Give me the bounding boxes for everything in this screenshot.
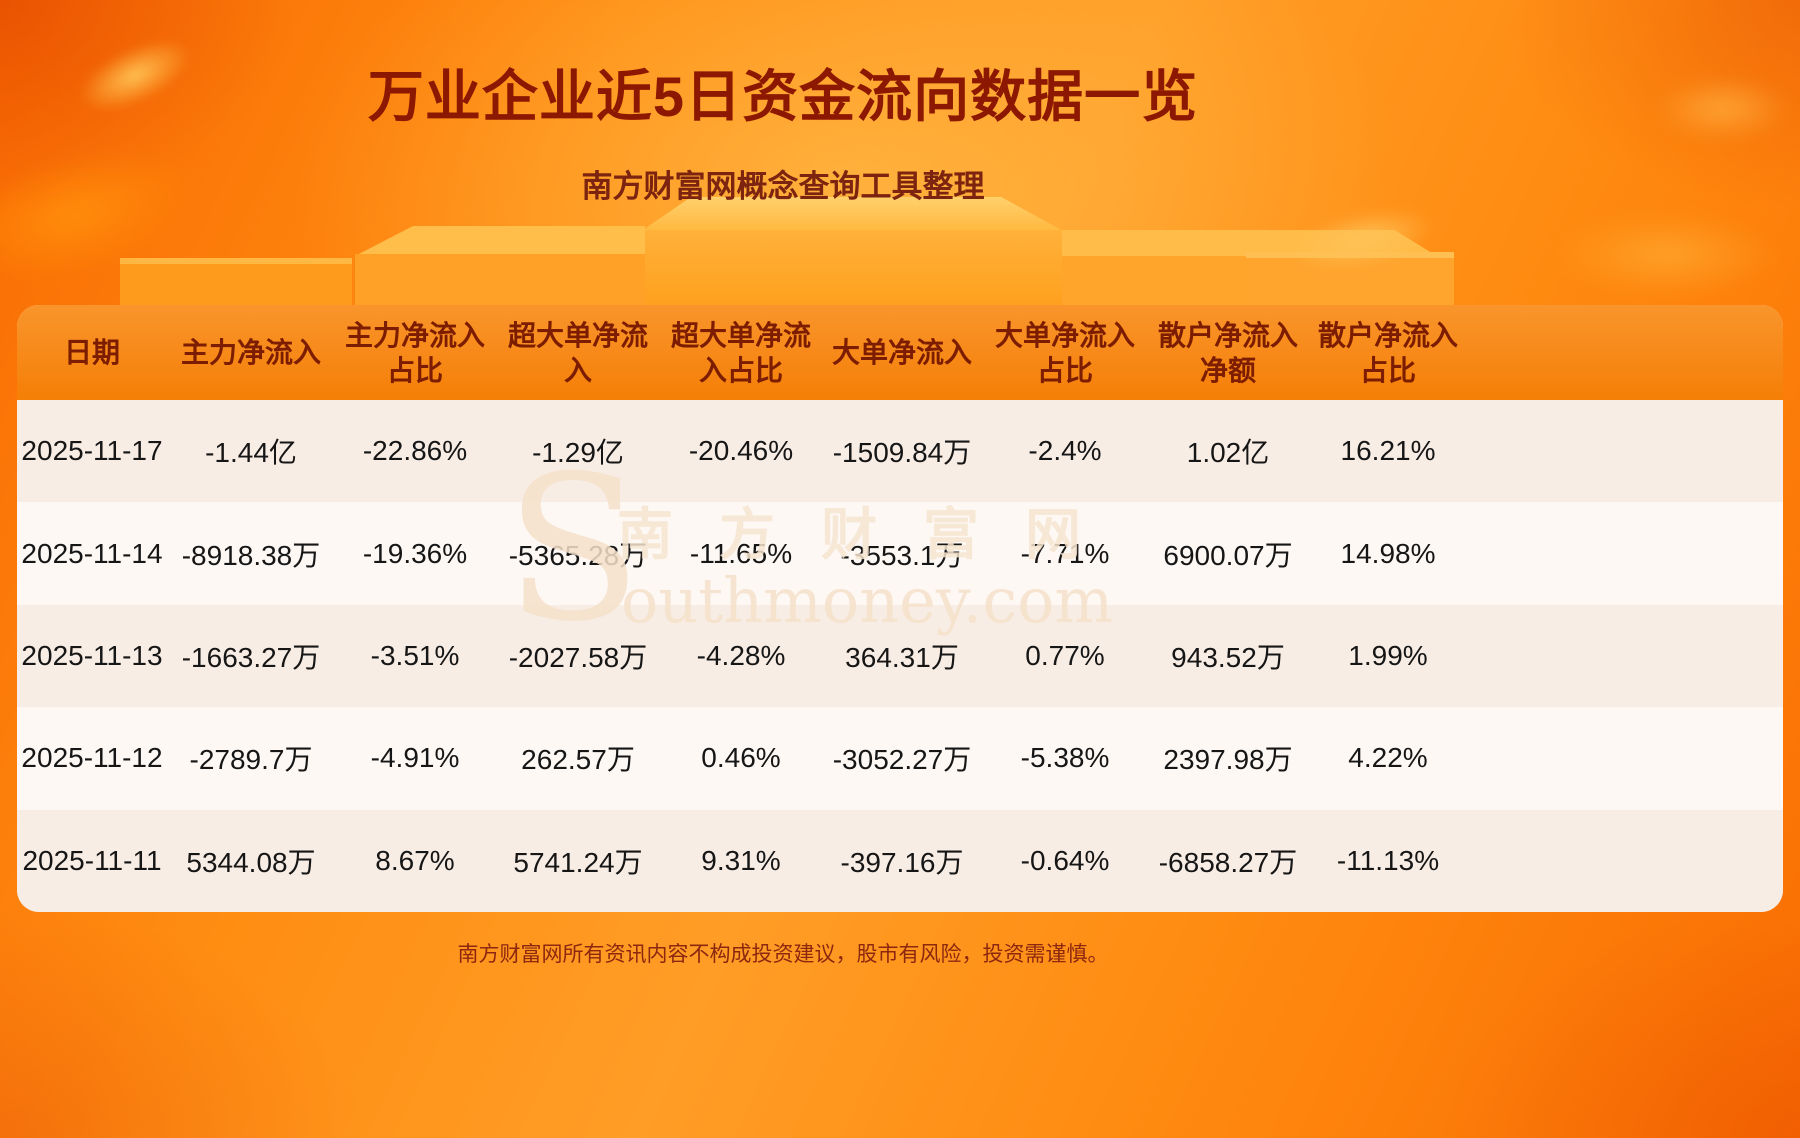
page-title: 万业企业近5日资金流向数据一览: [367, 65, 1199, 128]
column-header: 大单净流入 占比: [994, 319, 1135, 386]
table-row: 2025-11-11 5344.08万 8.67% 5741.24万 9.31% -397…: [17, 809, 1783, 912]
value-cell: -11.13%: [1336, 844, 1440, 876]
value-cell: 5741.24万: [513, 846, 643, 878]
value-cell: 0.46%: [701, 742, 781, 774]
date-cell: 2025-11-13: [21, 639, 163, 671]
value-cell: -3052.27万: [832, 744, 972, 776]
table-row: 2025-11-17 -1.44亿 -22.86% -1.29亿 -20.46% -150…: [17, 400, 1783, 503]
value-cell: -2027.58万: [508, 641, 648, 673]
column-header: 散户净流入 占比: [1317, 319, 1458, 386]
value-cell: -1509.84万: [832, 437, 972, 469]
table-row: 2025-11-12 -2789.7万 -4.91% 262.57万 0.46% -305…: [17, 707, 1783, 810]
podium-left-top-face: [355, 226, 645, 256]
value-cell: -3553.1万: [840, 539, 964, 571]
date-cell: 2025-11-12: [21, 742, 163, 774]
table-spacer: [1467, 605, 1783, 707]
value-cell: -4.91%: [370, 742, 460, 774]
value-cell: -5365.28万: [508, 539, 648, 571]
table-spacer: [1467, 400, 1783, 502]
hero: 万业企业近5日资金流向数据一览 南方财富网概念查询工具整理: [0, 0, 1566, 206]
value-cell: -11.65%: [689, 537, 793, 569]
table-spacer: [1467, 707, 1783, 809]
value-cell: 1.02亿: [1186, 437, 1270, 469]
value-cell: 262.57万: [521, 744, 635, 776]
value-cell: -5.38%: [1020, 742, 1110, 774]
value-cell: -22.86%: [362, 435, 468, 467]
table-spacer: [1467, 502, 1783, 604]
column-header: 主力净流入: [180, 337, 321, 368]
value-cell: -0.64%: [1020, 844, 1110, 876]
value-cell: -2.4%: [1028, 435, 1102, 467]
value-cell: -397.16万: [840, 846, 964, 878]
value-cell: -1663.27万: [181, 641, 321, 673]
date-cell: 2025-11-11: [22, 844, 162, 876]
decor-blob: [1655, 78, 1790, 140]
value-cell: -1.29亿: [532, 437, 624, 469]
column-header: 超大单净流 入占比: [670, 319, 811, 386]
value-cell: -3.51%: [370, 639, 460, 671]
value-cell: 9.31%: [701, 844, 781, 876]
disclaimer: 南方财富网所有资讯内容不构成投资建议，股市有风险，投资需谨慎。: [457, 943, 1109, 966]
value-cell: 5344.08万: [186, 846, 316, 878]
fund-flow-table: 日期 主力净流入 主力净流入 占比 超大单净流 入超大单净流 入占比 大单净流入 大单净流…: [17, 305, 1783, 912]
value-cell: 1.99%: [1348, 639, 1428, 671]
value-cell: 14.98%: [1340, 537, 1436, 569]
value-cell: 8.67%: [375, 844, 455, 876]
value-cell: -8918.38万: [181, 539, 321, 571]
table-row: 2025-11-13 -1663.27万 -3.51% -2027.58万 -4.28%…: [17, 604, 1783, 708]
table-spacer: [1467, 810, 1783, 912]
value-cell: 0.77%: [1025, 639, 1105, 671]
value-cell: -7.71%: [1020, 537, 1110, 569]
value-cell: -20.46%: [688, 435, 794, 467]
decor-blob: [1285, 197, 1440, 282]
table-row: 2025-11-14 -8918.38万 -19.36% -5365.28万 -11.6…: [17, 502, 1783, 605]
table-spacer: [1467, 305, 1783, 400]
value-cell: -6858.27万: [1158, 846, 1298, 878]
value-cell: -1.44亿: [205, 437, 297, 469]
decor-blob: [1555, 212, 1780, 297]
column-header: 日期: [63, 337, 120, 368]
column-header: 主力净流入 占比: [344, 319, 485, 386]
value-cell: 364.31万: [845, 641, 959, 673]
date-cell: 2025-11-14: [21, 537, 163, 569]
podium-right-top-face: [1062, 230, 1440, 258]
podium-left-front-face: [355, 254, 645, 310]
podium-center-front-face: [640, 230, 1065, 310]
table-body: 2025-11-17 -1.44亿 -22.86% -1.29亿 -20.46% -150…: [17, 400, 1783, 912]
value-cell: -4.28%: [696, 639, 786, 671]
value-cell: 2397.98万: [1163, 744, 1293, 776]
table-header-row: 日期 主力净流入 主力净流入 占比 超大单净流 入超大单净流 入占比 大单净流入 大单净流…: [17, 305, 1783, 400]
column-header: 大单净流入: [831, 337, 972, 368]
value-cell: 4.22%: [1348, 742, 1428, 774]
value-cell: -2789.7万: [189, 744, 313, 776]
date-cell: 2025-11-17: [21, 435, 163, 467]
page-subtitle: 南方财富网概念查询工具整理: [581, 169, 985, 204]
value-cell: -19.36%: [362, 537, 468, 569]
podium-right-front-face: [1062, 256, 1440, 310]
value-cell: 6900.07万: [1163, 539, 1293, 571]
value-cell: 16.21%: [1340, 435, 1436, 467]
column-header: 超大单净流 入: [507, 319, 648, 386]
value-cell: 943.52万: [1171, 641, 1285, 673]
column-header: 散户净流入 净额: [1157, 319, 1298, 386]
